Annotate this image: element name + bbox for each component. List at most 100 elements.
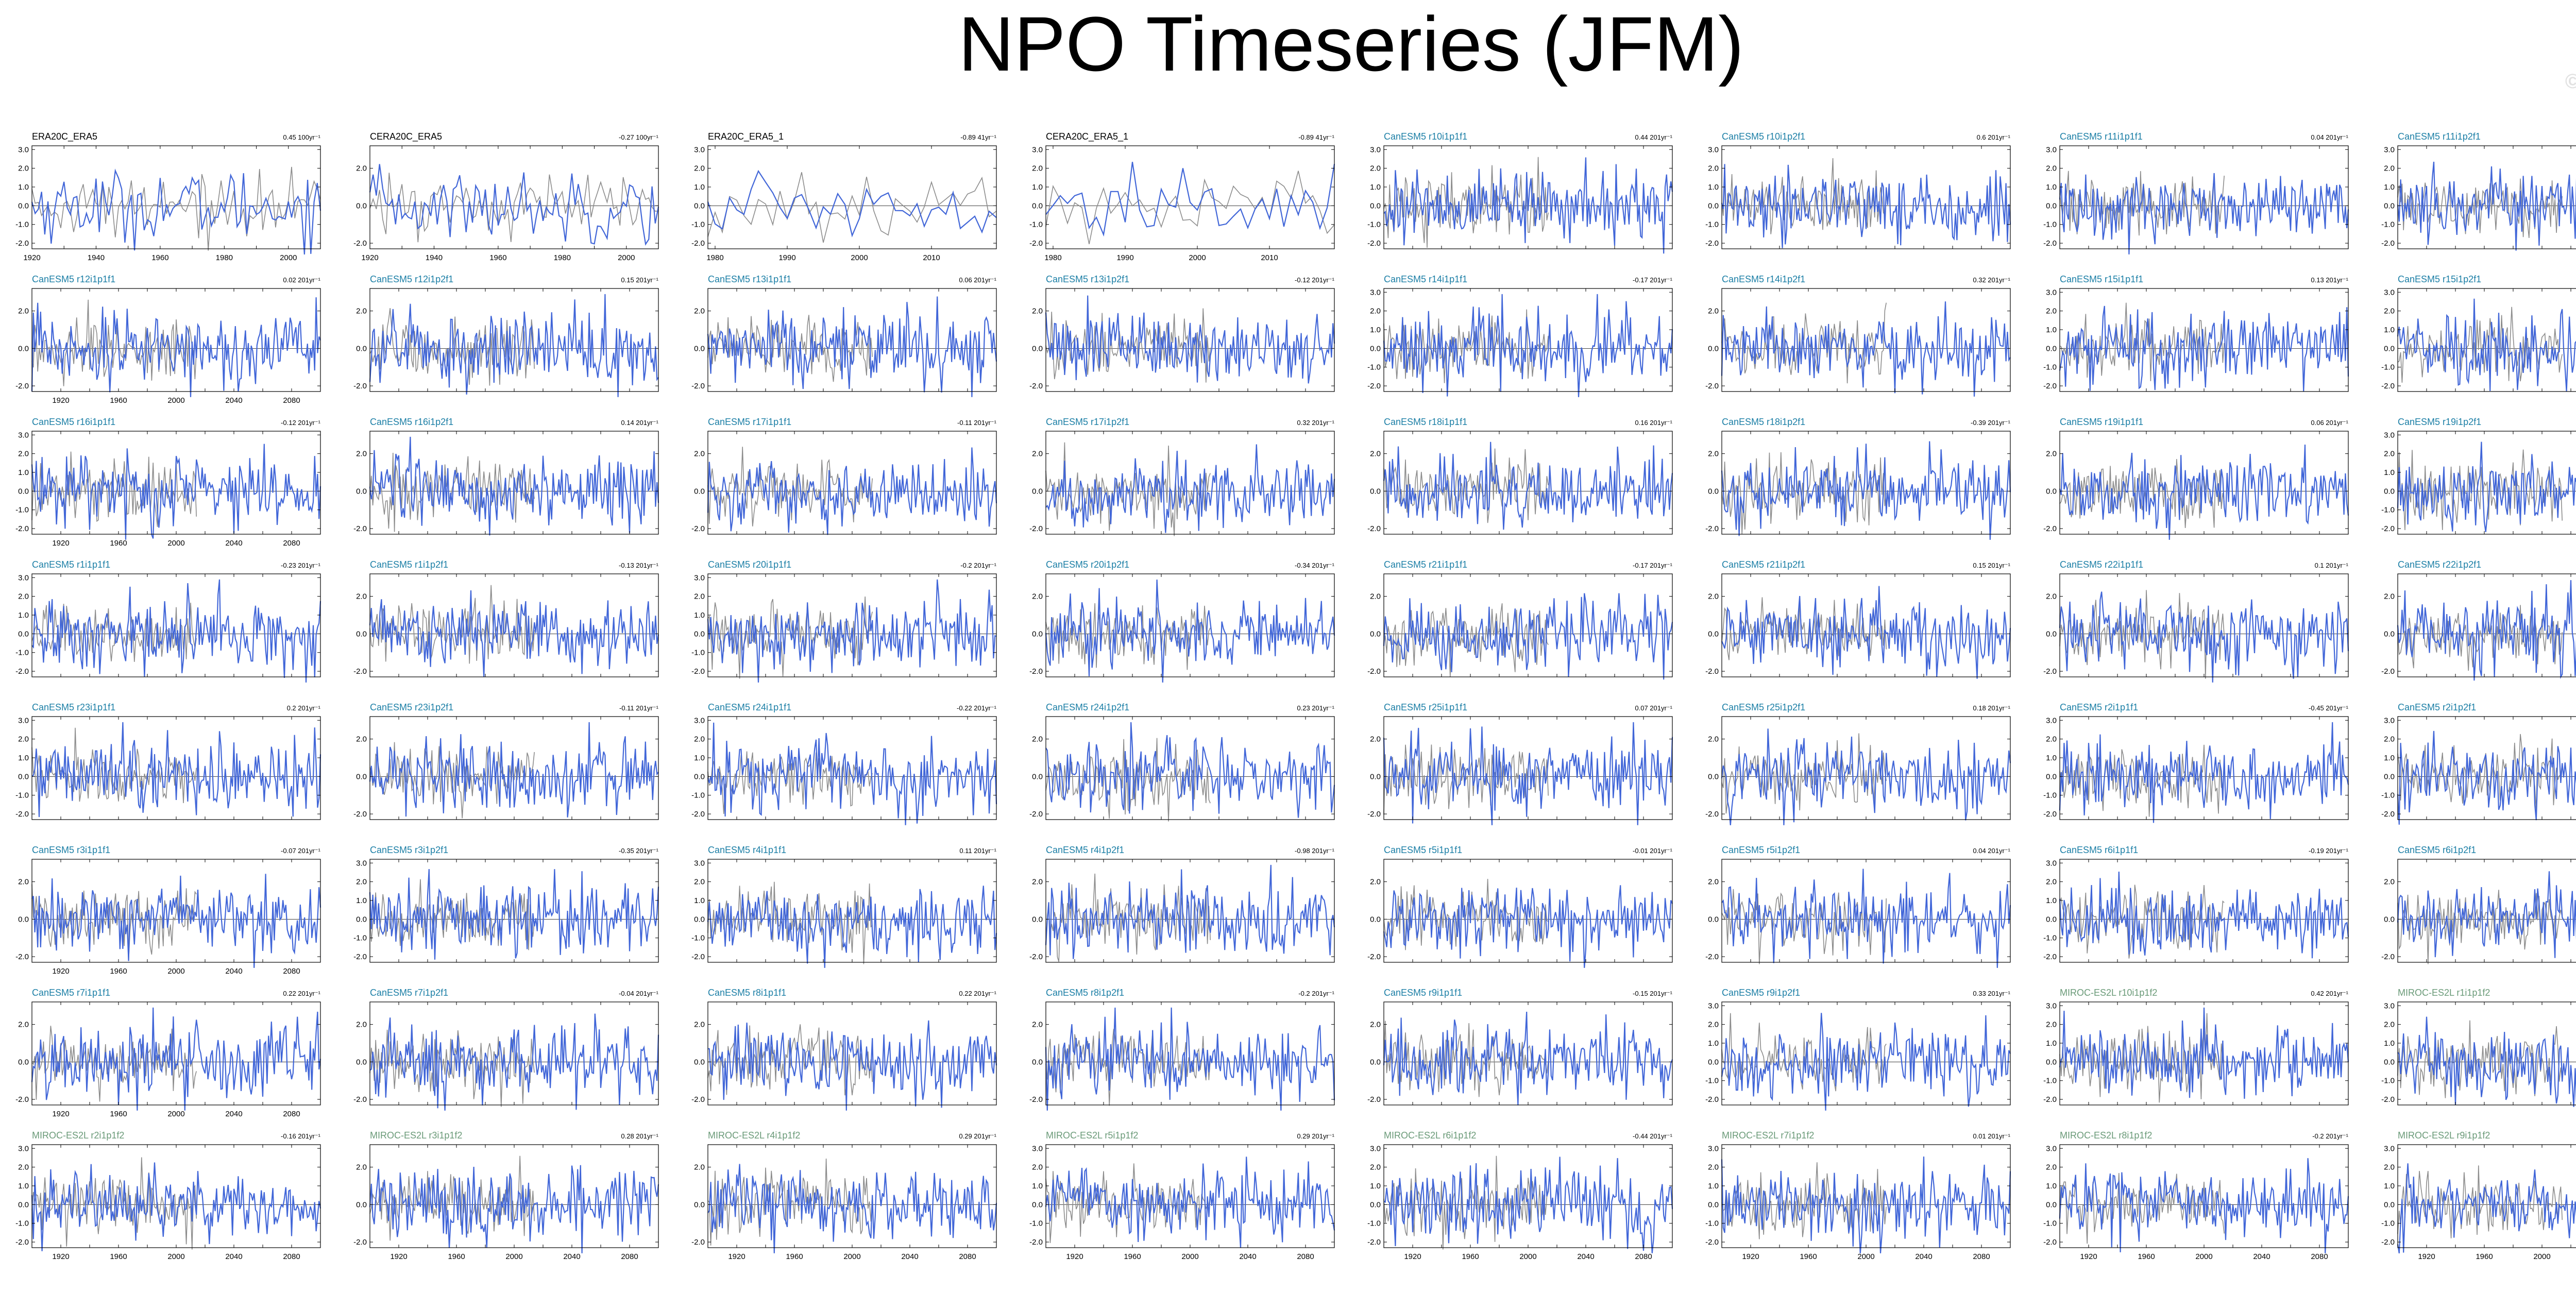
panel-trend: -0.11 201yr⁻¹ <box>957 419 997 427</box>
panel-title: CanESM5 r6i1p1f1 <box>2060 845 2138 855</box>
panel-trend: -0.23 201yr⁻¹ <box>281 562 321 569</box>
panel-title: MIROC-ES2L r3i1p1f2 <box>370 1130 462 1141</box>
y-tick-label: -2.0 <box>2043 810 2057 819</box>
y-tick-label: 2.0 <box>1370 1163 1381 1172</box>
y-tick-label: 2.0 <box>2384 1163 2395 1172</box>
y-tick-label: -2.0 <box>1367 1238 1381 1247</box>
panel-trend: 0.22 201yr⁻¹ <box>283 990 320 997</box>
panel-title: CanESM5 r20i1p2f1 <box>1046 559 1129 570</box>
y-tick-label: -2.0 <box>1705 810 1719 819</box>
y-tick-label: 3.0 <box>18 1144 29 1153</box>
panel-10: CanESM5 r12i1p2f1 0.15 201yr⁻¹ -2.0 0.0 2.0 <box>353 274 659 397</box>
y-tick-label: 3.0 <box>694 573 705 582</box>
y-tick-label: -1.0 <box>1367 220 1381 229</box>
panel-24: CanESM5 r19i1p2f1-0.22 201yr⁻¹-2.0-1.00.… <box>2381 417 2576 535</box>
obs-series-line <box>707 315 873 382</box>
main-series-line <box>1045 580 1335 683</box>
panel-title: CanESM5 r14i1p1f1 <box>1384 274 1467 284</box>
y-tick-label: -2.0 <box>1705 952 1719 961</box>
y-tick-label: -2.0 <box>1705 239 1719 248</box>
y-tick-label: 1.0 <box>2384 326 2395 334</box>
panel-title: CanESM5 r2i1p1f1 <box>2060 702 2138 712</box>
main-series-line <box>2059 173 2349 254</box>
plot-frame <box>1045 145 1335 249</box>
y-tick-label: 0.0 <box>1032 772 1043 781</box>
y-tick-label: 3.0 <box>18 145 29 154</box>
y-tick-label: 0.0 <box>356 1058 367 1066</box>
x-tick-label: 2040 <box>563 1252 580 1261</box>
y-tick-label: 0.0 <box>1708 487 1719 496</box>
y-tick-label: 2.0 <box>1708 164 1719 173</box>
y-tick-label: 0.0 <box>2384 201 2395 210</box>
panel-title: CanESM5 r17i1p1f1 <box>708 417 791 427</box>
x-tick-label: 1960 <box>110 1252 127 1261</box>
panel-trend: -0.89 41yr⁻¹ <box>1298 133 1334 141</box>
y-tick-label: 2.0 <box>694 592 705 601</box>
panel-title: CanESM5 r20i1p1f1 <box>708 559 791 570</box>
y-tick-label: 1.0 <box>2046 326 2057 334</box>
y-tick-label: 0.0 <box>18 630 29 638</box>
y-tick-label: 2.0 <box>18 735 29 744</box>
panel-42: CanESM5 r3i1p2f1 -0.35 201yr⁻¹ -2.0 -1.0 0.0… <box>353 845 659 963</box>
main-series-line <box>31 168 321 254</box>
panel-trend: 0.15 201yr⁻¹ <box>1973 562 2010 569</box>
y-tick-label: -1.0 <box>15 649 29 657</box>
y-tick-label: 0.0 <box>2384 772 2395 781</box>
y-tick-label: -2.0 <box>1029 524 1043 533</box>
y-tick-label: 3.0 <box>2384 288 2395 297</box>
panel-18: CanESM5 r16i1p2f1 0.14 201yr⁻¹ -2.0 0.0 2.0 <box>353 417 659 536</box>
x-tick-label: 2080 <box>283 1110 300 1118</box>
obs-series-line <box>2059 1173 2225 1244</box>
y-tick-label: 0.0 <box>2046 201 2057 210</box>
y-tick-label: 0.0 <box>1032 630 1043 638</box>
y-tick-label: 2.0 <box>1708 307 1719 316</box>
main-series-line <box>1383 441 1673 530</box>
main-series-line <box>369 590 659 677</box>
y-tick-label: -2.0 <box>353 382 367 390</box>
main-series-line <box>369 164 659 246</box>
y-tick-label: -2.0 <box>2381 667 2395 676</box>
y-tick-label: 2.0 <box>356 450 367 458</box>
y-tick-label: 3.0 <box>2384 1001 2395 1010</box>
panel-38: CanESM5 r25i1p2f1 0.18 201yr⁻¹ -2.0 0.0 2.0 <box>1705 702 2011 825</box>
y-tick-label: -2.0 <box>691 382 705 390</box>
y-tick-label: 3.0 <box>18 716 29 725</box>
x-tick-label: 2080 <box>283 539 300 548</box>
y-tick-label: -2.0 <box>691 524 705 533</box>
y-tick-label: 1.0 <box>18 1182 29 1190</box>
panel-60: MIROC-ES2L r5i1p1f2 0.29 201yr⁻¹ -2.0 -1.0 0… <box>1029 1130 1335 1261</box>
obs-series-line <box>2397 178 2563 238</box>
x-tick-label: 1920 <box>1066 1252 1083 1261</box>
y-tick-label: -2.0 <box>2381 524 2395 533</box>
panel-title: CanESM5 r1i1p1f1 <box>32 559 110 570</box>
panel-title: CanESM5 r12i1p1f1 <box>32 274 115 284</box>
x-tick-label: 2040 <box>225 1110 242 1118</box>
panel-trend: -0.2 201yr⁻¹ <box>2312 1132 2348 1140</box>
y-tick-label: 3.0 <box>2046 1144 2057 1153</box>
y-tick-label: -2.0 <box>1029 952 1043 961</box>
y-tick-label: -1.0 <box>15 506 29 515</box>
y-tick-label: 1.0 <box>2046 896 2057 905</box>
y-tick-label: 2.0 <box>1370 735 1381 744</box>
panel-trend: -0.15 201yr⁻¹ <box>1633 990 1673 997</box>
y-tick-label: 1.0 <box>2384 1182 2395 1190</box>
x-tick-label: 2000 <box>1857 1252 1874 1261</box>
x-tick-label: 1990 <box>1116 253 1133 262</box>
panel-35: CanESM5 r24i1p1f1 -0.22 201yr⁻¹ -2.0 -1.0 0.… <box>691 702 997 825</box>
y-tick-label: 0.0 <box>18 1200 29 1209</box>
y-tick-label: 3.0 <box>694 859 705 867</box>
y-tick-label: 0.0 <box>694 344 705 353</box>
panel-trend: 0.22 201yr⁻¹ <box>959 990 996 997</box>
y-tick-label: -2.0 <box>1029 382 1043 390</box>
panel-title: CanESM5 r15i1p1f1 <box>2060 274 2143 284</box>
panel-trend: -0.35 201yr⁻¹ <box>619 847 659 855</box>
y-tick-label: 0.0 <box>2046 630 2057 638</box>
y-tick-label: -1.0 <box>691 791 705 800</box>
panel-title: CERA20C_ERA5 <box>370 131 442 142</box>
panel-37: CanESM5 r25i1p1f1 0.07 201yr⁻¹ -2.0 0.0 2.0 <box>1367 702 1673 825</box>
x-tick-label: 1920 <box>52 539 69 548</box>
panel-23: CanESM5 r19i1p1f1 0.06 201yr⁻¹ -2.0 0.0 2.0 <box>2043 417 2349 540</box>
x-tick-label: 2000 <box>167 967 184 976</box>
panel-31: CanESM5 r22i1p1f1 0.1 201yr⁻¹ -2.0 0.0 2.0 <box>2043 559 2349 683</box>
